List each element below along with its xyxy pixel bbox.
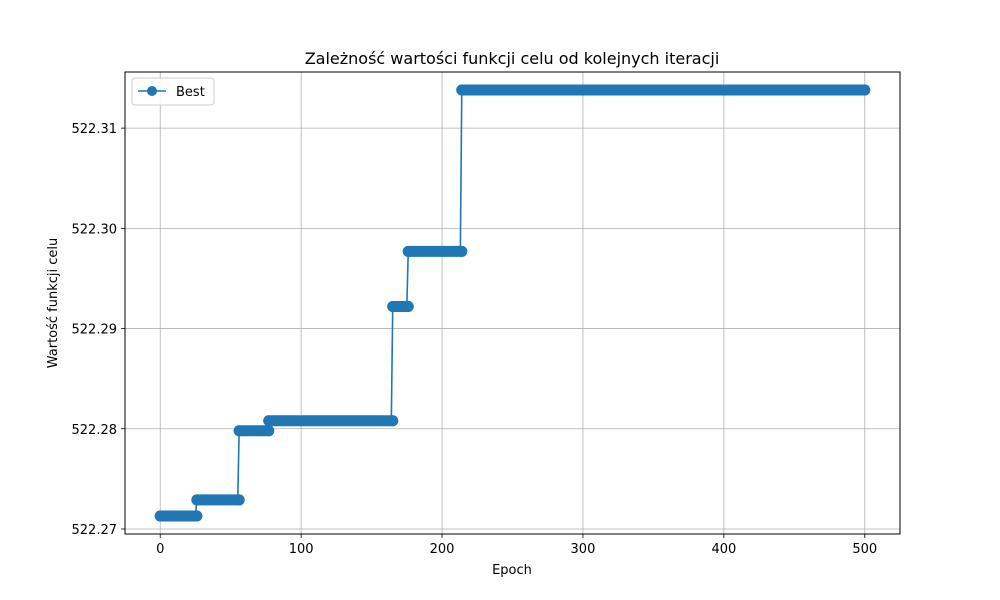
plot-frame xyxy=(124,71,901,535)
data-point xyxy=(387,301,399,313)
x-tick-label: 400 xyxy=(711,542,736,557)
data-point xyxy=(402,245,414,257)
y-tick-label: 522.28 xyxy=(72,423,118,438)
data-point xyxy=(387,415,399,427)
data-point xyxy=(263,425,275,437)
x-tick-label: 300 xyxy=(571,542,596,557)
legend: Best xyxy=(131,77,215,106)
data-point xyxy=(233,494,245,506)
x-tick-label: 500 xyxy=(852,542,877,557)
y-tick-label: 522.30 xyxy=(72,222,118,237)
data-point xyxy=(456,84,468,96)
y-tick-label: 522.29 xyxy=(72,323,118,338)
data-point xyxy=(859,84,871,96)
series-markers-best xyxy=(154,84,871,522)
data-point xyxy=(191,494,203,506)
y-tick-label: 522.31 xyxy=(72,122,118,137)
legend-label-best: Best xyxy=(176,85,205,100)
data-point xyxy=(402,301,414,313)
x-tick-label: 100 xyxy=(289,542,314,557)
series-layer xyxy=(154,84,871,522)
legend-marker xyxy=(147,86,157,96)
legend-box xyxy=(131,77,215,106)
y-axis-label: Wartość funkcji celu xyxy=(46,238,61,369)
x-axis-label: Epoch xyxy=(492,563,532,578)
y-ticks: 522.27 522.28 522.29 522.30 522.31 xyxy=(72,122,125,538)
y-tick-label: 522.27 xyxy=(72,523,118,538)
x-tick-label: 200 xyxy=(430,542,455,557)
chart-title: Zależność wartości funkcji celu od kolej… xyxy=(305,49,720,68)
data-point xyxy=(263,415,275,427)
data-point xyxy=(191,510,203,522)
data-point xyxy=(154,510,166,522)
x-ticks: 0 100 200 300 400 500 xyxy=(156,534,877,557)
x-tick-label: 0 xyxy=(156,542,164,557)
data-point xyxy=(233,425,245,437)
data-point xyxy=(456,245,468,257)
